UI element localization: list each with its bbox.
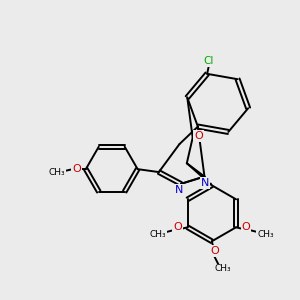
Text: Cl: Cl [203,56,214,67]
Text: N: N [201,178,209,188]
Text: N: N [175,185,184,195]
Text: O: O [194,131,203,141]
Text: CH₃: CH₃ [49,168,65,177]
Text: CH₃: CH₃ [150,230,166,238]
Text: O: O [210,246,219,256]
Text: O: O [173,222,182,232]
Text: O: O [72,164,81,173]
Text: O: O [242,222,250,232]
Text: CH₃: CH₃ [214,265,231,274]
Text: CH₃: CH₃ [257,230,274,238]
